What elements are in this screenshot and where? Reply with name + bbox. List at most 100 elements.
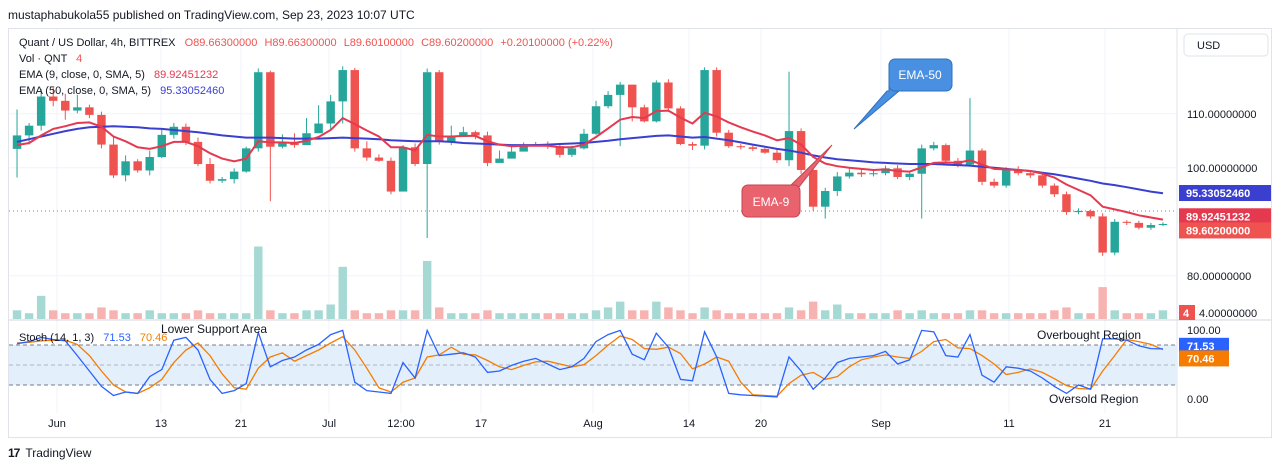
volume-bar — [652, 301, 661, 319]
volume-bar — [640, 310, 649, 319]
candle-body — [314, 123, 323, 134]
stoch-k-tag: 71.53 — [1187, 341, 1215, 353]
stoch-d-tag-bg — [1179, 350, 1229, 367]
candle-body — [833, 176, 842, 192]
volume-bar — [121, 313, 130, 319]
candle-body — [748, 147, 758, 149]
candle-body — [1050, 185, 1059, 195]
lower-support-label: Lower Support Area — [161, 322, 267, 336]
price-chart[interactable]: Quant / US Dollar, 4h, BITTREX O89.66300… — [9, 29, 1271, 437]
volume-tag-bg — [1179, 305, 1195, 320]
volume-bar — [977, 310, 987, 319]
candle-body — [362, 148, 372, 158]
volume-bar — [543, 313, 553, 319]
volume-bar — [410, 310, 420, 319]
footer-brand[interactable]: TradingView — [25, 446, 92, 460]
candle-body — [796, 131, 806, 170]
volume-bar — [784, 307, 794, 319]
volume-bar — [266, 310, 275, 319]
volume-bar — [664, 307, 673, 319]
volume-bar — [1062, 307, 1071, 319]
candle-body — [1134, 222, 1144, 228]
candle-body — [1038, 175, 1047, 186]
price-tick-label: 110.00000000 — [1187, 109, 1257, 121]
ema50-price-tag: 95.33052460 — [1186, 188, 1250, 200]
volume-bar — [676, 310, 685, 319]
volume-bar — [229, 313, 239, 319]
candle-body — [73, 107, 82, 111]
ema50-line — [16, 125, 1164, 195]
publish-info: mustaphabukola55 published on TradingVie… — [8, 8, 415, 22]
candle-body — [97, 114, 106, 145]
volume-bar — [1146, 313, 1156, 319]
overbought-label: Overbought Region — [1037, 328, 1141, 342]
volume-bar — [1013, 313, 1023, 319]
volume-bar — [941, 313, 951, 319]
tradingview-logo-icon: 17 — [8, 446, 20, 460]
volume-bar — [1074, 313, 1083, 319]
candle-body — [615, 84, 625, 95]
price-tick-label: 80.00000000 — [1187, 271, 1251, 283]
volume-bar — [483, 310, 492, 319]
volume-bar — [36, 295, 46, 319]
close-price-tag: 89.60200000 — [1186, 225, 1250, 237]
volume-bar — [953, 313, 963, 319]
candle-body — [736, 146, 746, 148]
volume-bar — [362, 313, 372, 319]
volume-axis-label: 4.00000000 — [1199, 308, 1257, 320]
volume-bar — [193, 310, 203, 319]
volume-bar — [808, 301, 818, 319]
candle-body — [1001, 169, 1011, 186]
candle-body — [784, 131, 794, 161]
candle-body — [881, 168, 890, 174]
volume-bar — [447, 313, 456, 319]
volume-bar — [97, 307, 106, 319]
volume-bar — [24, 313, 34, 319]
volume-bar — [1122, 313, 1132, 319]
candle-body — [567, 148, 577, 155]
volume-bar — [48, 310, 58, 319]
volume-bar — [169, 313, 179, 319]
candle-body — [12, 135, 22, 149]
candle-body — [410, 147, 420, 165]
currency-selector[interactable] — [1183, 33, 1269, 57]
candle-body — [483, 135, 492, 163]
oversold-label: Oversold Region — [1049, 392, 1138, 406]
candle-body — [145, 157, 154, 171]
price-tags: 95.33052460 89.92451232 89.60200000 4 4.0000… — [1179, 185, 1271, 367]
time-tick-label: 20 — [755, 418, 767, 430]
volume-bar — [1098, 287, 1107, 319]
volume-bar — [1050, 310, 1059, 319]
volume-bar — [1038, 313, 1047, 319]
candle-body — [1146, 225, 1156, 228]
legend-volume: Vol · QNT 4 — [19, 53, 82, 65]
candle-body — [447, 137, 456, 142]
candle-body — [965, 150, 975, 165]
volume-bar — [157, 313, 167, 319]
candle-body — [266, 72, 275, 147]
volume-bar — [688, 313, 697, 319]
candle-body — [350, 70, 360, 149]
time-tick-label: 11 — [1003, 418, 1014, 430]
time-tick-label: 21 — [235, 418, 247, 430]
volume-bar — [796, 310, 806, 319]
volume-bar — [893, 310, 902, 319]
volume-bar — [61, 313, 70, 319]
time-tick-label: 21 — [1099, 418, 1111, 430]
volume-bar — [326, 304, 335, 319]
candle-body — [254, 72, 263, 149]
candle-body — [820, 191, 830, 207]
volume-bar — [760, 313, 770, 319]
candle-body — [217, 179, 227, 181]
volume-bar — [12, 310, 22, 319]
time-tick-label: 12:00 — [387, 418, 415, 430]
volume-bar — [241, 313, 251, 319]
time-tick-label: Jul — [322, 418, 336, 430]
candle-body — [941, 145, 951, 161]
close-price-tag-bg — [1179, 222, 1271, 239]
candle-body — [1026, 173, 1035, 176]
time-tick-label: Aug — [583, 418, 603, 430]
volume-bar — [145, 310, 154, 319]
time-tick-label: 14 — [683, 418, 695, 430]
candle-body — [1158, 223, 1168, 226]
